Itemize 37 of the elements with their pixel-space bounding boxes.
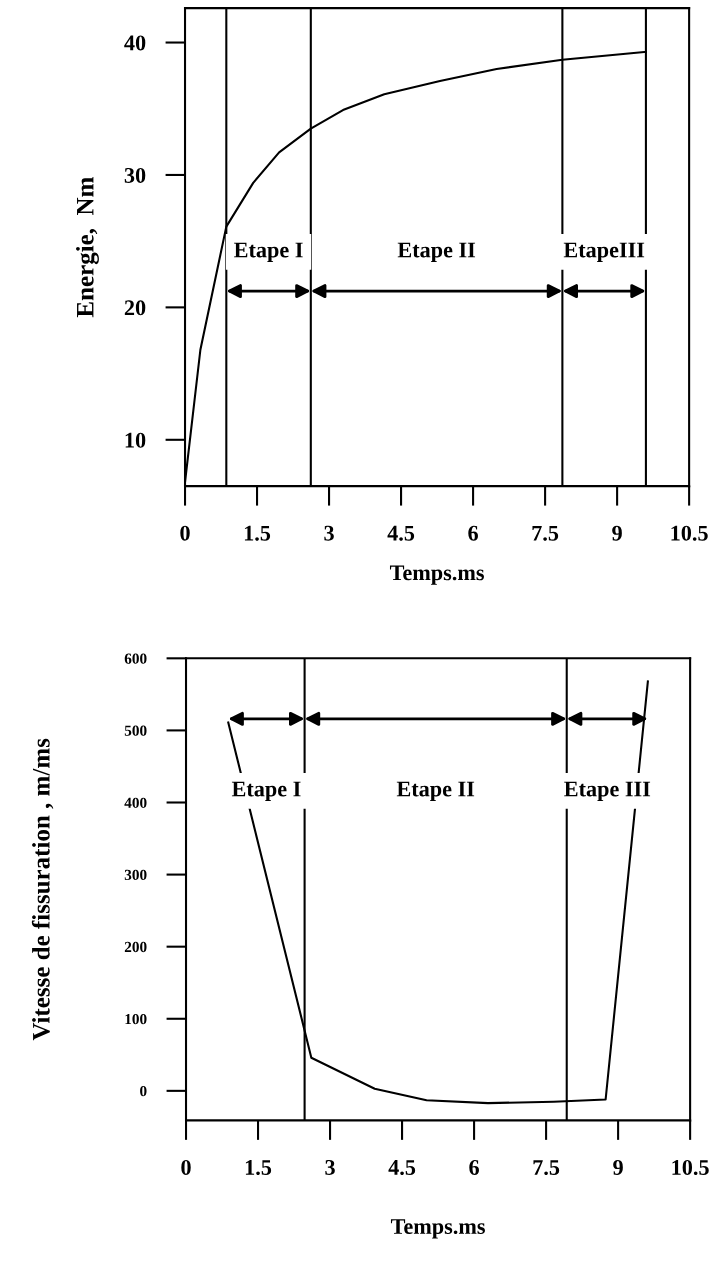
x-tick-label: 3 [324,525,334,541]
x-tick-label: 1.5 [245,1160,272,1176]
x-tick-label: 6 [469,1160,479,1175]
annotation: Etape I [231,781,301,802]
y-tick-label: 20 [124,300,146,316]
x-tick-label: 1.5 [244,525,271,541]
x-axis-title: Temps.ms [389,565,484,585]
x-tick-label: 4.5 [387,525,415,541]
y-tick-label: 10 [125,432,146,448]
y-tick-label: 40 [124,35,146,51]
x-axis-title: Temps.ms [390,1219,485,1239]
x-tick-label: 7.5 [532,525,559,541]
y-tick-label: 400 [124,797,147,808]
x-tick-label: 0 [181,1159,191,1175]
x-tick-label: 4.5 [388,1160,416,1176]
x-tick-label: 6 [468,525,478,541]
y-tick-label: 600 [124,653,147,664]
annotation: Etape III [564,781,651,802]
y-tick-label: 500 [124,725,147,736]
x-tick-label: 10.5 [672,1159,709,1176]
y-axis-title: Vitesse de fissuration , m/ms [31,738,54,1041]
annotation: Etape II [396,781,475,802]
annotation: EtapeIII [563,242,645,262]
y-tick-label: 30 [124,167,146,183]
y-tick-label: 300 [124,869,147,881]
y-tick-label: 200 [124,941,147,953]
y-axis-title: Energie, Nm [76,177,99,318]
annotation: Etape I [234,242,303,262]
x-tick-label: 0 [180,525,190,541]
annotation: Etape II [397,242,476,262]
y-tick-label: 0 [140,1085,147,1097]
y-tick-label: 100 [125,1013,147,1025]
x-tick-label: 9 [613,1160,623,1175]
x-tick-label: 9 [612,525,622,541]
x-tick-label: 7.5 [533,1160,560,1176]
x-tick-label: 3 [325,1160,335,1175]
x-tick-label: 10.5 [671,525,708,541]
